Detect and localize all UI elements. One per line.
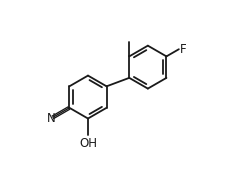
Text: F: F (180, 43, 187, 56)
Text: N: N (47, 112, 56, 125)
Text: OH: OH (79, 137, 97, 150)
